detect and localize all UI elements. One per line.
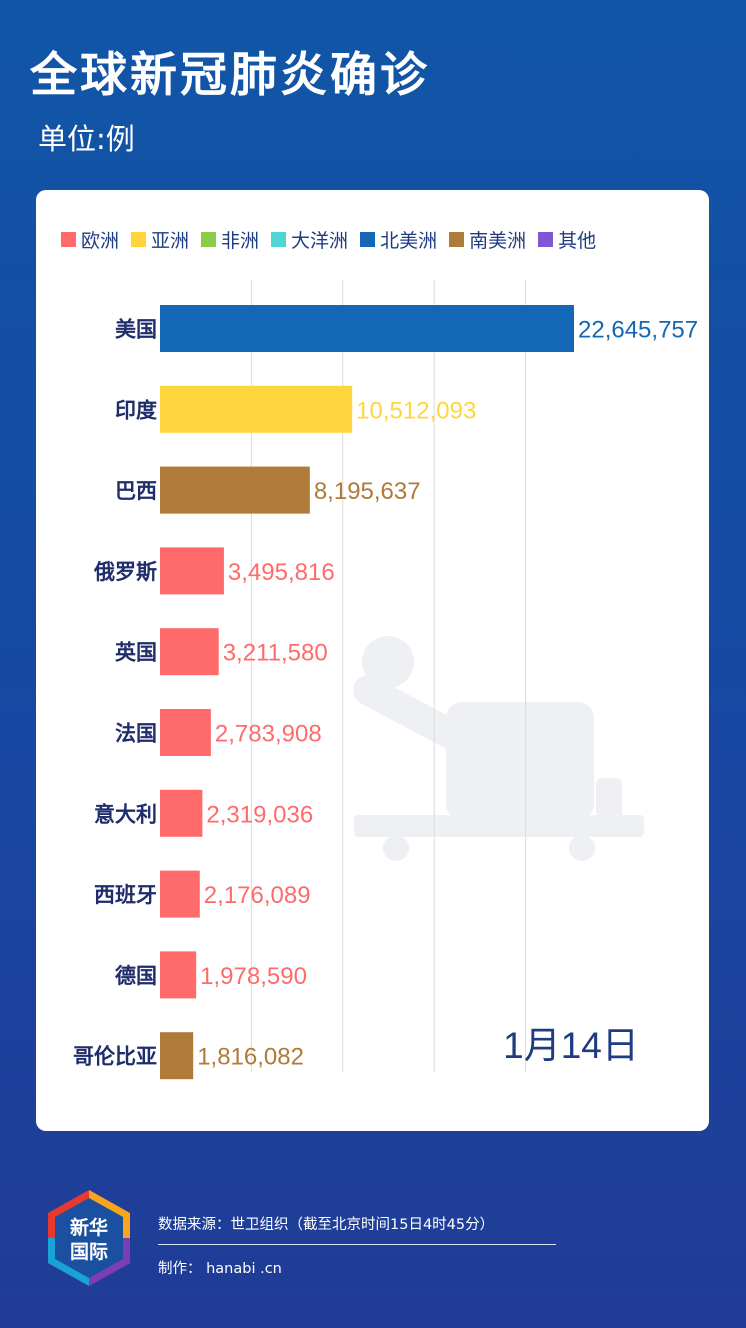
- hospital-bed-watermark-icon: [353, 636, 644, 861]
- date-label: 1月14日: [503, 1025, 639, 1066]
- category-label: 意大利: [94, 802, 157, 826]
- category-label: 英国: [115, 641, 157, 665]
- category-label: 俄罗斯: [93, 560, 157, 584]
- value-label: 2,319,036: [206, 801, 313, 828]
- legend-swatch-south-america: [449, 232, 465, 247]
- category-label: 美国: [115, 318, 157, 342]
- credit: 制作： hanabi .cn: [158, 1261, 282, 1277]
- legend-item-africa: 非洲: [201, 226, 259, 253]
- value-label: 3,495,816: [228, 559, 335, 586]
- legend-item-europe: 欧洲: [61, 226, 119, 253]
- category-label: 哥伦比亚: [73, 1045, 157, 1069]
- bar-6: [160, 789, 203, 837]
- logo-text-line1: 新华: [70, 1216, 108, 1239]
- bar-8: [160, 951, 197, 999]
- legend-swatch-africa: [201, 232, 217, 247]
- xinhua-intl-logo: 新华 国际: [44, 1188, 134, 1292]
- bar-9: [160, 1032, 194, 1080]
- footer-divider: [158, 1244, 556, 1245]
- category-label: 法国: [115, 722, 157, 746]
- legend-label-europe: 欧洲: [81, 230, 120, 252]
- unit-label: 单位:例: [38, 122, 135, 156]
- bar-5: [160, 709, 211, 756]
- legend-swatch-north-america: [360, 232, 376, 247]
- category-label: 巴西: [115, 479, 157, 503]
- legend-label-africa: 非洲: [221, 230, 260, 252]
- bar-0: [160, 305, 574, 352]
- data-source: 数据来源：世卫组织（截至北京时间15日4时45分）: [158, 1217, 495, 1233]
- bar-4: [160, 628, 219, 676]
- bar-3: [160, 547, 224, 595]
- category-label: 西班牙: [94, 883, 157, 907]
- chart-card: 欧洲 亚洲 非洲 大洋洲 北美洲 南美洲 其他: [36, 190, 709, 1131]
- legend-item-oceania: 大洋洲: [271, 226, 348, 253]
- legend-swatch-europe: [61, 232, 76, 247]
- legend-label-south-america: 南美洲: [469, 230, 527, 252]
- value-label: 2,783,908: [215, 721, 322, 748]
- legend-swatch-asia: [131, 232, 147, 247]
- value-label: 1,978,590: [200, 963, 307, 990]
- legend-item-south-america: 南美洲: [449, 226, 526, 253]
- logo-text-line2: 国际: [70, 1241, 108, 1263]
- legend-item-north-america: 北美洲: [360, 226, 437, 253]
- legend-label-north-america: 北美洲: [380, 230, 438, 252]
- legend-item-other: 其他: [538, 226, 596, 253]
- value-label: 3,211,580: [223, 640, 328, 667]
- bar-7: [160, 870, 200, 918]
- bar-1: [160, 385, 353, 433]
- bar-2: [160, 466, 310, 514]
- value-label: 10,512,093: [356, 397, 476, 424]
- page-title: 全球新冠肺炎确诊: [30, 48, 430, 103]
- category-label: 德国: [115, 964, 157, 988]
- legend-item-asia: 亚洲: [131, 226, 189, 253]
- legend-label-other: 其他: [558, 230, 597, 252]
- value-label: 1,816,082: [197, 1044, 304, 1071]
- bar-chart: 美国 22,645,757 印度 10,512,093 巴西 8,195,637 俄罗斯 3,…: [73, 280, 698, 1080]
- value-label: 8,195,637: [314, 478, 421, 505]
- value-label: 22,645,757: [578, 317, 698, 344]
- legend-swatch-other: [538, 232, 554, 247]
- category-label: 印度: [115, 398, 157, 422]
- legend-swatch-oceania: [271, 232, 287, 247]
- legend-label-oceania: 大洋洲: [291, 230, 349, 252]
- value-label: 2,176,089: [204, 882, 311, 909]
- chart-legend: 欧洲 亚洲 非洲 大洋洲 北美洲 南美洲 其他: [61, 226, 608, 253]
- legend-label-asia: 亚洲: [151, 230, 190, 252]
- bars: 美国 22,645,757 印度 10,512,093 巴西 8,195,637 俄罗斯 3,…: [73, 305, 698, 1080]
